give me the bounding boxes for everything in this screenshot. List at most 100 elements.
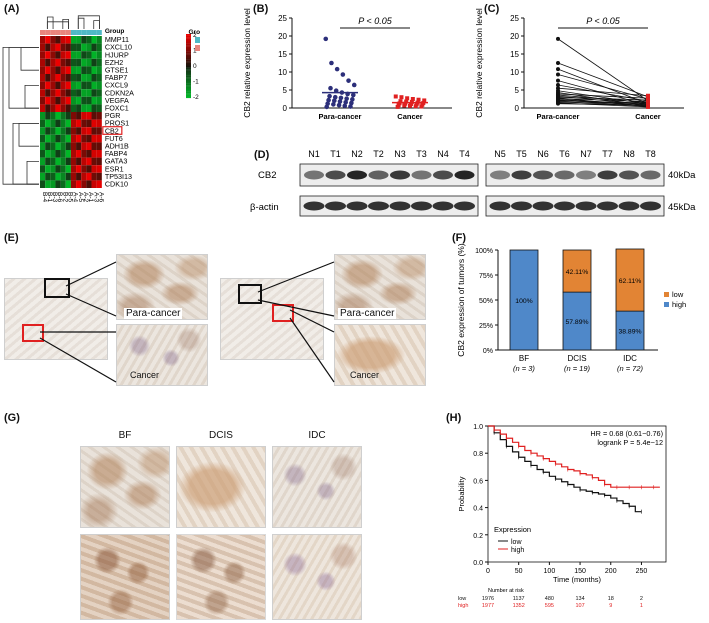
sample-label: A-3 (92, 192, 99, 203)
data-point-para-cancer (342, 103, 348, 109)
heatmap-cell (86, 96, 92, 105)
lane-label: N7 (580, 149, 592, 159)
data-point-cancer (395, 104, 400, 109)
data-point-para-cancer (344, 96, 349, 101)
heatmap-cell (40, 81, 46, 90)
x-category-label: Cancer (635, 112, 661, 121)
data-label: 42.11% (566, 269, 589, 276)
bar-segment-high (509, 249, 539, 351)
data-point-para-cancer (327, 93, 332, 99)
y-axis-label: Probability (457, 476, 466, 511)
column-dendrogram-branch (93, 20, 100, 29)
scale-segment (186, 43, 191, 46)
heatmap-cell (86, 81, 92, 90)
scale-segment (186, 70, 191, 73)
column-label-dcis: DCIS (209, 430, 233, 441)
heatmap-cell (45, 157, 51, 166)
heatmap-cell (50, 96, 56, 105)
heatmap-cell (65, 36, 71, 44)
gene-label: MMP11 (105, 35, 129, 44)
y-tick-label: 0.8 (473, 451, 483, 458)
heatmap-cell (50, 89, 56, 97)
scale-segment (186, 96, 191, 99)
heatmap-cell (50, 43, 56, 52)
heatmap-cell (45, 119, 51, 128)
heatmap-cell (70, 89, 77, 97)
lane-label: T2 (373, 149, 384, 159)
cb2-highlight-box (102, 126, 123, 135)
heatmap-cell (96, 112, 102, 120)
column-label-bf: BF (118, 430, 132, 441)
row-dendrogram-branch (2, 47, 39, 185)
lane-label: N8 (623, 149, 635, 159)
hr-annotation: HR = 0.68 (0.61−0.76) (590, 429, 663, 438)
panel-label-b: (B) (253, 3, 269, 15)
heatmap-cell (91, 119, 97, 128)
y-tick-label: 20 (278, 32, 287, 41)
risk-value: 134 (575, 596, 584, 602)
ihc-panel-e: Para-cancer Para-cancer (0, 248, 440, 386)
bf-image-low-mag (80, 446, 170, 528)
ihc-panel-g: BF DCIS IDC (80, 430, 362, 620)
heatmap-cell (91, 96, 97, 105)
heatmap-cell (91, 172, 97, 181)
heatmap-cell (55, 36, 61, 44)
group-annotation-cell (55, 30, 61, 35)
heatmap-cell (96, 36, 102, 44)
y-tick-label: 0.2 (473, 533, 483, 540)
x-tick-label: 150 (574, 568, 586, 575)
heatmap-cell (70, 172, 77, 181)
group-annotation-cell (76, 30, 82, 35)
y-tick-label: 25% (479, 323, 493, 330)
column-dendrogram-branch (77, 15, 100, 29)
cb2-band (490, 170, 510, 180)
sample-label: B-3 (51, 192, 58, 203)
heatmap-cell (86, 104, 92, 112)
group-title: Group (105, 28, 125, 35)
heatmap-cell (50, 127, 56, 135)
scale-segment (186, 35, 191, 38)
panel-label-e: (E) (4, 232, 19, 244)
scale-segment (186, 78, 191, 81)
heatmap-cell (40, 51, 46, 59)
lane-label: N6 (537, 149, 549, 159)
heatmap-cell (86, 157, 92, 166)
y-tick-label: 0.0 (473, 560, 483, 567)
heatmap-cell (50, 104, 56, 112)
cb2-band (390, 170, 410, 180)
data-point-cancer (410, 97, 415, 101)
heatmap-cell (40, 43, 46, 52)
heatmap-cell (91, 127, 97, 135)
risk-value: 1977 (482, 603, 494, 609)
data-point-para-cancer (343, 99, 348, 105)
paired-plot-c: 0 5 10 15 20 25 CB2 relative expression level P… (474, 8, 684, 121)
paired-line (557, 96, 649, 101)
heatmap-cell (55, 81, 61, 90)
row-dendrogram-branch (26, 161, 39, 185)
caption-para-cancer-left: Para-cancer (124, 308, 183, 319)
heatmap-cell (60, 150, 66, 158)
heatmap-cell (86, 150, 92, 158)
heatmap: MMP11CXCL10HJURPEZH2GTSE1FABP7CXCL9CDKN2… (2, 15, 200, 203)
panel-label-a: (A) (4, 3, 20, 15)
scale-segment (186, 50, 191, 52)
heatmap-cell (81, 51, 87, 59)
heatmap-cell (91, 58, 97, 67)
scale-segment (186, 45, 191, 47)
heatmap-cell (45, 172, 51, 181)
actin-band (432, 201, 454, 211)
actin-band (325, 201, 346, 211)
group-annotation-cell (40, 30, 46, 35)
gene-label: FABP4 (105, 149, 127, 158)
heatmap-cell (40, 112, 46, 120)
heatmap-cell (45, 127, 51, 135)
y-axis-label: CB2 relative expression level (474, 8, 484, 118)
data-point-cancer (399, 95, 404, 100)
caption-cancer-left: Cancer (130, 370, 160, 380)
heatmap-cell (96, 43, 102, 52)
y-tick-label: 75% (479, 273, 493, 280)
heatmap-cell (65, 96, 71, 105)
paired-line (557, 101, 649, 105)
heatmap-cell (86, 180, 92, 188)
plot-frame (487, 425, 667, 563)
